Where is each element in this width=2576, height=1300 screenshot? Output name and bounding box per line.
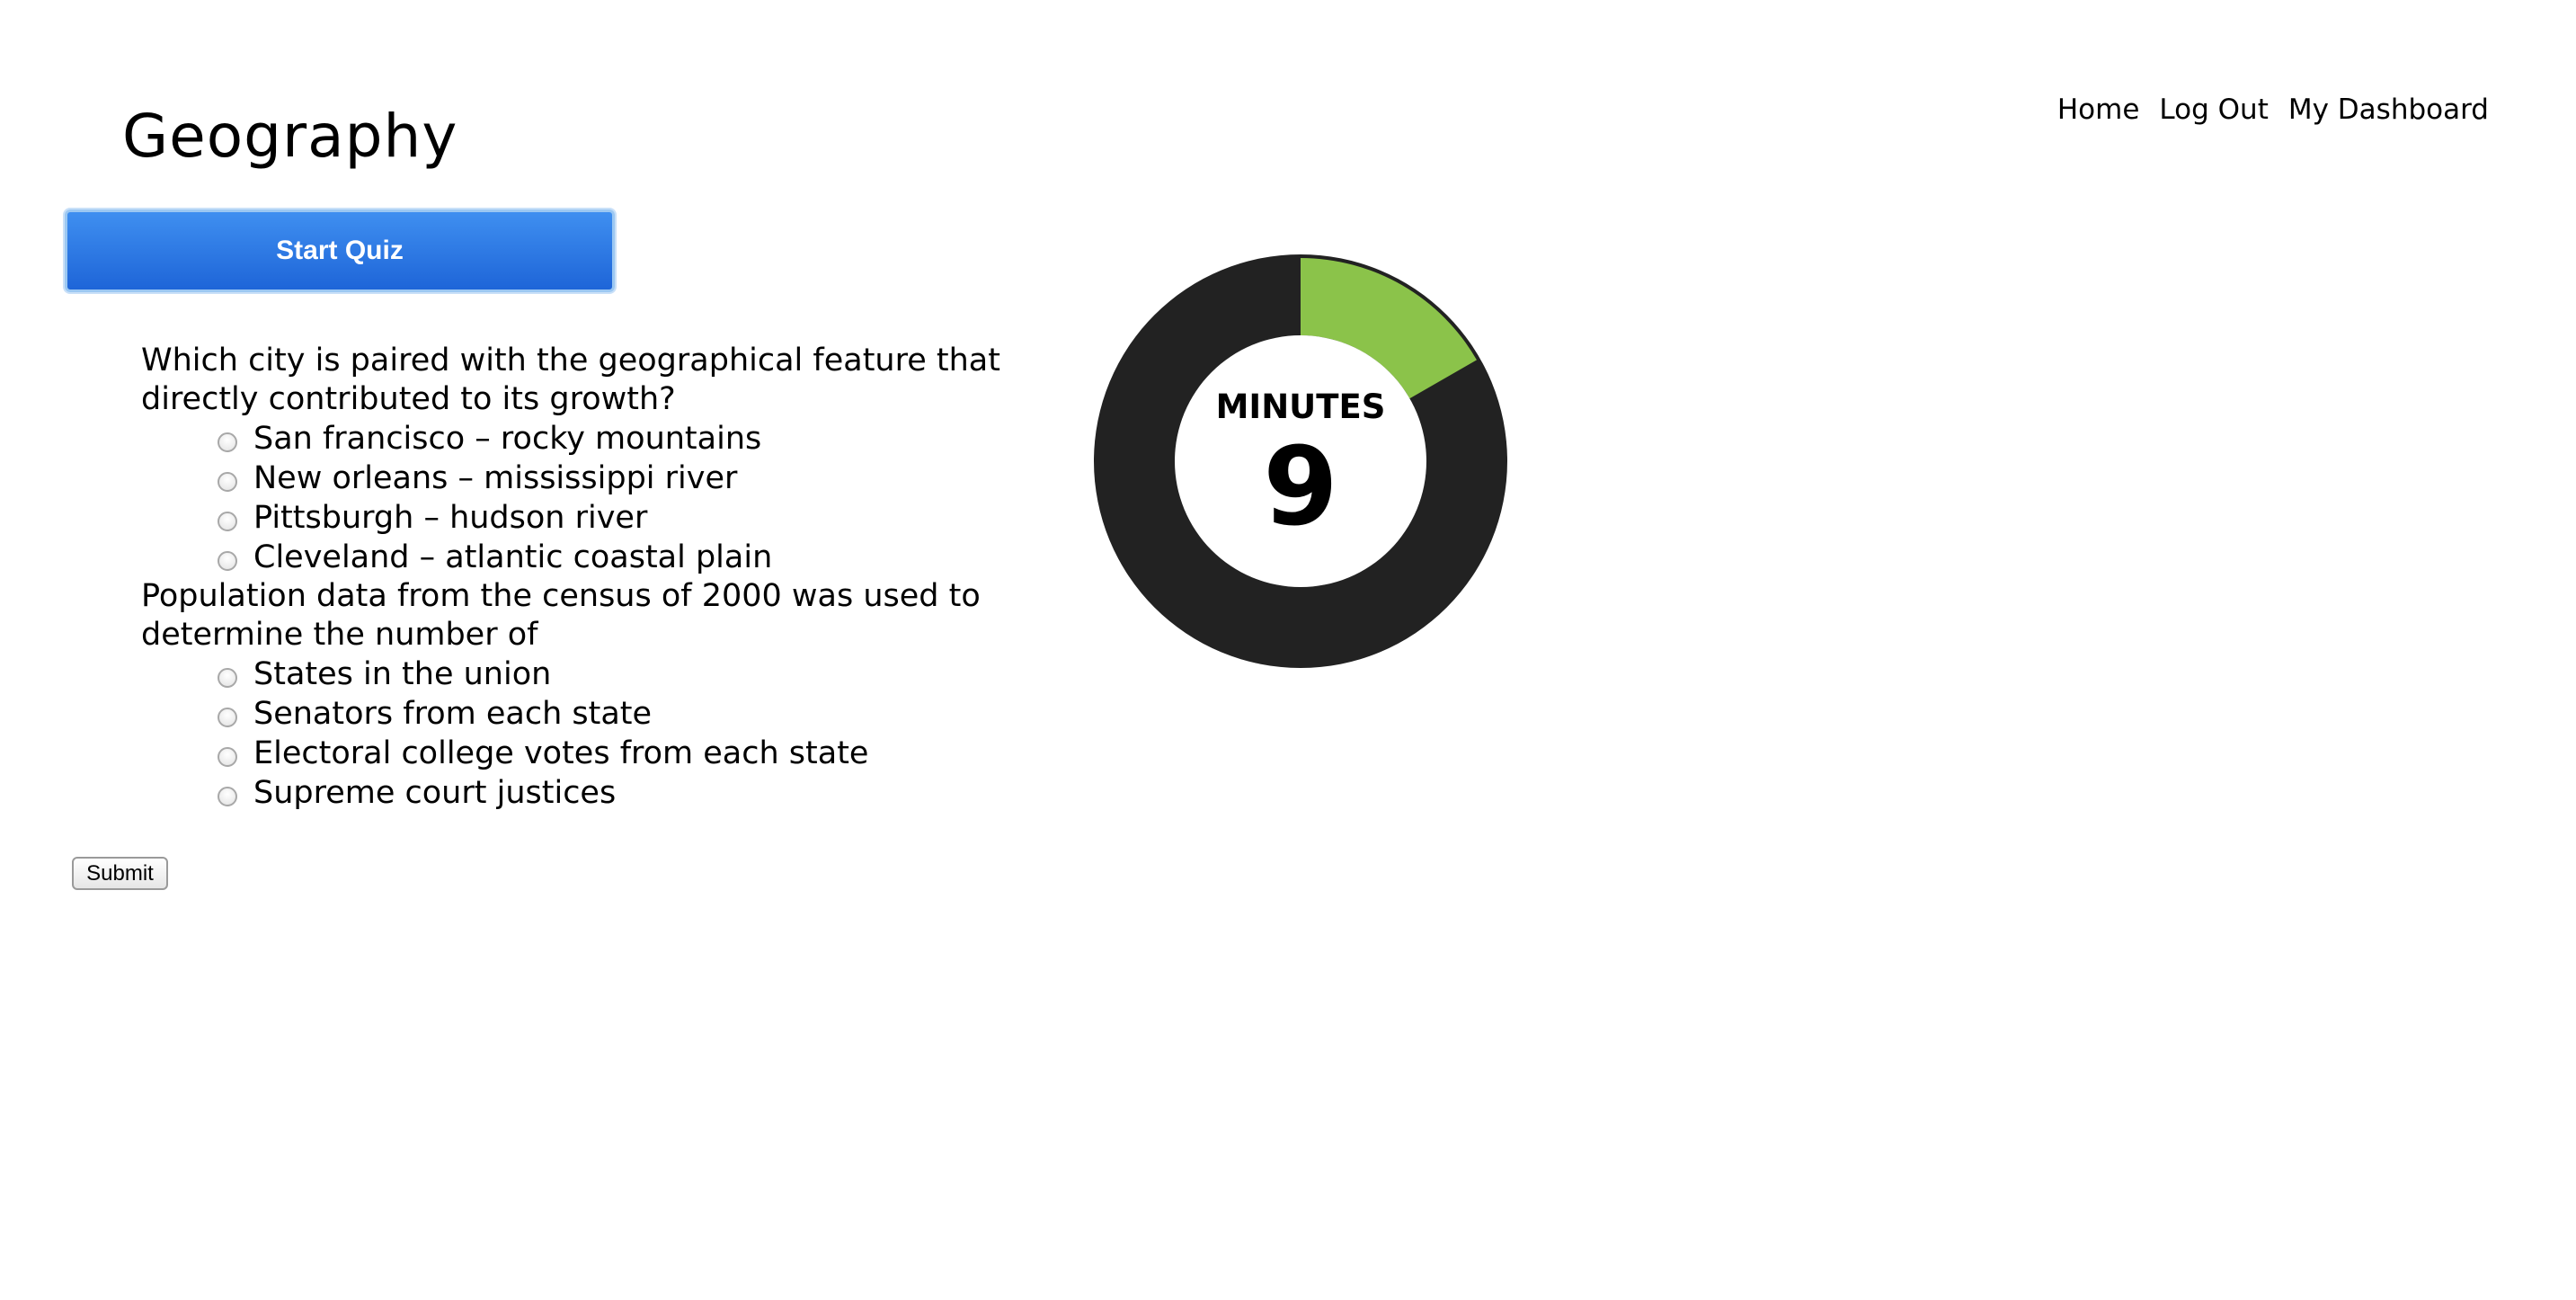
radio-button[interactable] [218,787,237,806]
answer-option[interactable]: New orleans – mississippi river [218,459,1085,498]
nav-home-link[interactable]: Home [2056,93,2140,126]
answer-option[interactable]: Cleveland – atlantic coastal plain [218,538,1085,577]
countdown-timer: MINUTES 9 [1094,254,1507,668]
question-1-text: Which city is paired with the geographic… [141,343,1000,417]
answer-option-label: States in the union [253,655,552,692]
radio-button[interactable] [218,472,237,492]
top-nav: Home Log Out My Dashboard [2057,93,2489,126]
radio-button[interactable] [218,512,237,531]
answer-option-label: Cleveland – atlantic coastal plain [253,539,773,575]
nav-logout-link[interactable]: Log Out [2159,93,2269,126]
radio-button[interactable] [218,432,237,452]
submit-button[interactable]: Submit [72,857,168,890]
timer-dial: MINUTES 9 [1094,254,1507,668]
question-1: Which city is paired with the geographic… [141,342,1085,577]
answer-option-label: Senators from each state [253,695,653,732]
page-title: Geography [122,102,458,171]
radio-button[interactable] [218,747,237,767]
question-2: Population data from the census of 2000 … [141,577,1085,813]
answer-option[interactable]: Pittsburgh – hudson river [218,498,1085,538]
radio-button[interactable] [218,708,237,727]
answer-option[interactable]: San francisco – rocky mountains [218,419,1085,459]
start-quiz-button[interactable]: Start Quiz [65,209,615,292]
answer-option[interactable]: Senators from each state [218,694,1085,734]
radio-button[interactable] [218,551,237,571]
answer-option[interactable]: States in the union [218,654,1085,694]
answer-option[interactable]: Electoral college votes from each state [218,734,1085,773]
nav-dashboard-link[interactable]: My Dashboard [2287,93,2489,126]
timer-unit-label: MINUTES [1216,387,1386,426]
answer-option-label: Supreme court justices [253,774,617,811]
question-1-options: San francisco – rocky mountains New orle… [141,419,1085,577]
timer-value: 9 [1263,425,1338,550]
question-2-options: States in the union Senators from each s… [141,654,1085,813]
quiz-form: Which city is paired with the geographic… [141,342,1085,813]
answer-option-label: Electoral college votes from each state [253,735,869,771]
timer-progress-arc [1301,258,1477,399]
answer-option-label: New orleans – mississippi river [253,459,738,496]
radio-button[interactable] [218,668,237,688]
answer-option-label: San francisco – rocky mountains [253,420,762,457]
answer-option[interactable]: Supreme court justices [218,773,1085,813]
question-2-text: Population data from the census of 2000 … [141,578,981,653]
answer-option-label: Pittsburgh – hudson river [253,499,648,536]
timer-center [1175,335,1426,587]
